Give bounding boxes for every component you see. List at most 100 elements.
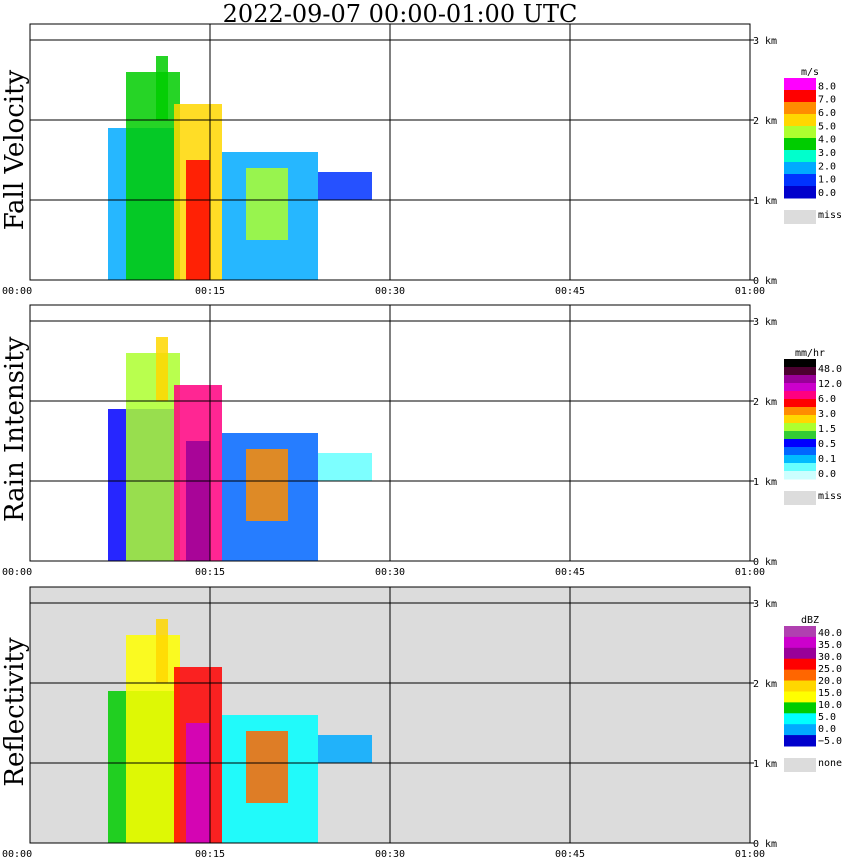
colorbar-label: 0.5	[818, 439, 836, 450]
y-tick-label: 1 km	[753, 477, 777, 488]
colorbar-swatch	[784, 407, 816, 416]
colorbar-swatch	[784, 399, 816, 408]
x-tick-label: 00:45	[555, 567, 585, 578]
echo-region	[246, 168, 288, 240]
colorbar-label: 7.0	[818, 95, 836, 106]
colorbar-swatch	[784, 150, 816, 163]
colorbar-swatch	[784, 447, 816, 456]
colorbar-swatch	[784, 691, 816, 703]
colorbar-swatch	[784, 162, 816, 175]
y-tick-label: 3 km	[753, 599, 777, 610]
echo-region	[156, 56, 168, 120]
x-tick-label: 01:00	[735, 567, 765, 578]
x-tick-label: 00:00	[2, 567, 32, 578]
panel-0: 0 km 1 km 2 km 3 km 00:00 00:15 00:30 00:45 01:0…	[2, 23, 842, 297]
colorbar-label: 48.0	[818, 364, 842, 375]
colorbar-label: 4.0	[818, 135, 836, 146]
echo-region	[156, 619, 168, 683]
chart-title: 2022-09-07 00:00-01:00 UTC	[222, 0, 578, 28]
colorbar-label: 25.0	[818, 664, 842, 675]
colorbar-label: 0.0	[818, 469, 836, 480]
x-tick-label: 01:00	[735, 286, 765, 297]
colorbar-swatch	[784, 90, 816, 103]
colorbar-label: 40.0	[818, 628, 842, 639]
colorbar-label: 35.0	[818, 640, 842, 651]
colorbar-unit: mm/hr	[795, 348, 825, 359]
panel-2: 0 km 1 km 2 km 3 km 00:00 00:15 00:30 00:45 01:0…	[2, 586, 842, 860]
colorbar-label: −5.0	[818, 736, 842, 747]
colorbar-label: 1.5	[818, 424, 836, 435]
x-tick-label: 00:45	[555, 849, 585, 860]
colorbar-swatch	[784, 367, 816, 376]
colorbar-swatch	[784, 431, 816, 440]
colorbar-label: 10.0	[818, 700, 842, 711]
colorbar-miss-swatch	[784, 758, 816, 772]
x-tick-label: 00:30	[375, 286, 405, 297]
colorbar-swatch	[784, 471, 816, 480]
colorbar-miss-label: miss	[818, 210, 842, 221]
colorbar-swatch	[784, 735, 816, 747]
colorbar-label: 5.0	[818, 121, 836, 132]
colorbar-swatch	[784, 359, 816, 368]
colorbar-label: 1.0	[818, 175, 836, 186]
colorbar-label: 15.0	[818, 688, 842, 699]
colorbar-label: 20.0	[818, 676, 842, 687]
colorbar-unit: m/s	[801, 67, 819, 78]
colorbar-label: 6.0	[818, 108, 836, 119]
colorbar-swatch	[784, 647, 816, 660]
colorbar-swatch	[784, 102, 816, 115]
colorbar-swatch	[784, 174, 816, 187]
y-tick-label: 0 km	[753, 839, 777, 850]
y-tick-label: 1 km	[753, 759, 777, 770]
echo-region	[246, 449, 288, 521]
colorbar-miss-swatch	[784, 491, 816, 505]
plot-frame	[29, 304, 751, 562]
y-tick-label: 3 km	[753, 317, 777, 328]
panel-1: 0 km 1 km 2 km 3 km 00:00 00:15 00:30 00:45 01:0…	[2, 304, 842, 578]
x-tick-label: 00:30	[375, 849, 405, 860]
colorbar-label: 6.0	[818, 394, 836, 405]
x-tick-label: 00:15	[195, 849, 225, 860]
colorbar-miss-swatch	[784, 210, 816, 224]
echo-region	[246, 731, 288, 803]
echo-region	[126, 72, 180, 280]
echo-region	[186, 160, 210, 280]
colorbar-unit: dBZ	[801, 615, 819, 626]
x-tick-label: 00:15	[195, 567, 225, 578]
colorbar-label: 2.0	[818, 161, 836, 172]
colorbar-swatch	[784, 126, 816, 139]
plot-frame	[29, 23, 751, 281]
colorbar-swatch	[784, 669, 816, 682]
colorbar-label: 12.0	[818, 379, 842, 390]
colorbar-swatch	[784, 658, 816, 671]
colorbar-label: 0.0	[818, 724, 836, 735]
echo-region	[318, 735, 372, 763]
colorbar-swatch	[784, 78, 816, 91]
colorbar-swatch	[784, 423, 816, 432]
y-tick-label: 3 km	[753, 36, 777, 47]
echo-region	[318, 453, 372, 481]
colorbar-swatch	[784, 724, 816, 736]
colorbar-swatch	[784, 463, 816, 472]
y-tick-label: 2 km	[753, 397, 777, 408]
x-tick-label: 00:30	[375, 567, 405, 578]
x-tick-label: 01:00	[735, 849, 765, 860]
y-tick-label: 0 km	[753, 276, 777, 287]
colorbar-miss-label: none	[818, 758, 842, 769]
colorbar-label: 30.0	[818, 652, 842, 663]
colorbar-swatch	[784, 455, 816, 464]
x-tick-label: 00:45	[555, 286, 585, 297]
colorbar-swatch	[784, 391, 816, 400]
colorbar-swatch	[784, 383, 816, 392]
colorbar-label: 3.0	[818, 148, 836, 159]
colorbar-swatch	[784, 186, 816, 199]
echo-region	[126, 353, 180, 561]
colorbar-label: 0.0	[818, 188, 836, 199]
colorbar-label: 0.1	[818, 454, 836, 465]
echo-region	[126, 635, 180, 843]
colorbar-swatch	[784, 702, 816, 714]
colorbar-swatch	[784, 713, 816, 725]
colorbar-miss-label: miss	[818, 491, 842, 502]
echo-region	[318, 172, 372, 200]
